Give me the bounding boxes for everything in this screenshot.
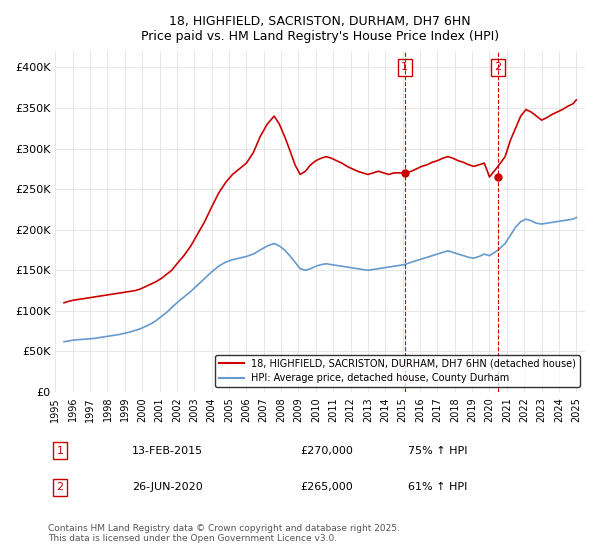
Text: £270,000: £270,000 bbox=[300, 446, 353, 456]
Text: 13-FEB-2015: 13-FEB-2015 bbox=[132, 446, 203, 456]
Legend: 18, HIGHFIELD, SACRISTON, DURHAM, DH7 6HN (detached house), HPI: Average price, : 18, HIGHFIELD, SACRISTON, DURHAM, DH7 6H… bbox=[215, 354, 580, 387]
Text: 26-JUN-2020: 26-JUN-2020 bbox=[132, 482, 203, 492]
Text: £265,000: £265,000 bbox=[300, 482, 353, 492]
Text: Contains HM Land Registry data © Crown copyright and database right 2025.
This d: Contains HM Land Registry data © Crown c… bbox=[48, 524, 400, 543]
Title: 18, HIGHFIELD, SACRISTON, DURHAM, DH7 6HN
Price paid vs. HM Land Registry's Hous: 18, HIGHFIELD, SACRISTON, DURHAM, DH7 6H… bbox=[141, 15, 499, 43]
Text: 61% ↑ HPI: 61% ↑ HPI bbox=[408, 482, 467, 492]
Text: 1: 1 bbox=[56, 446, 64, 456]
Text: 1: 1 bbox=[401, 62, 408, 72]
Text: 2: 2 bbox=[56, 482, 64, 492]
Text: 2: 2 bbox=[494, 62, 502, 72]
Text: 75% ↑ HPI: 75% ↑ HPI bbox=[408, 446, 467, 456]
